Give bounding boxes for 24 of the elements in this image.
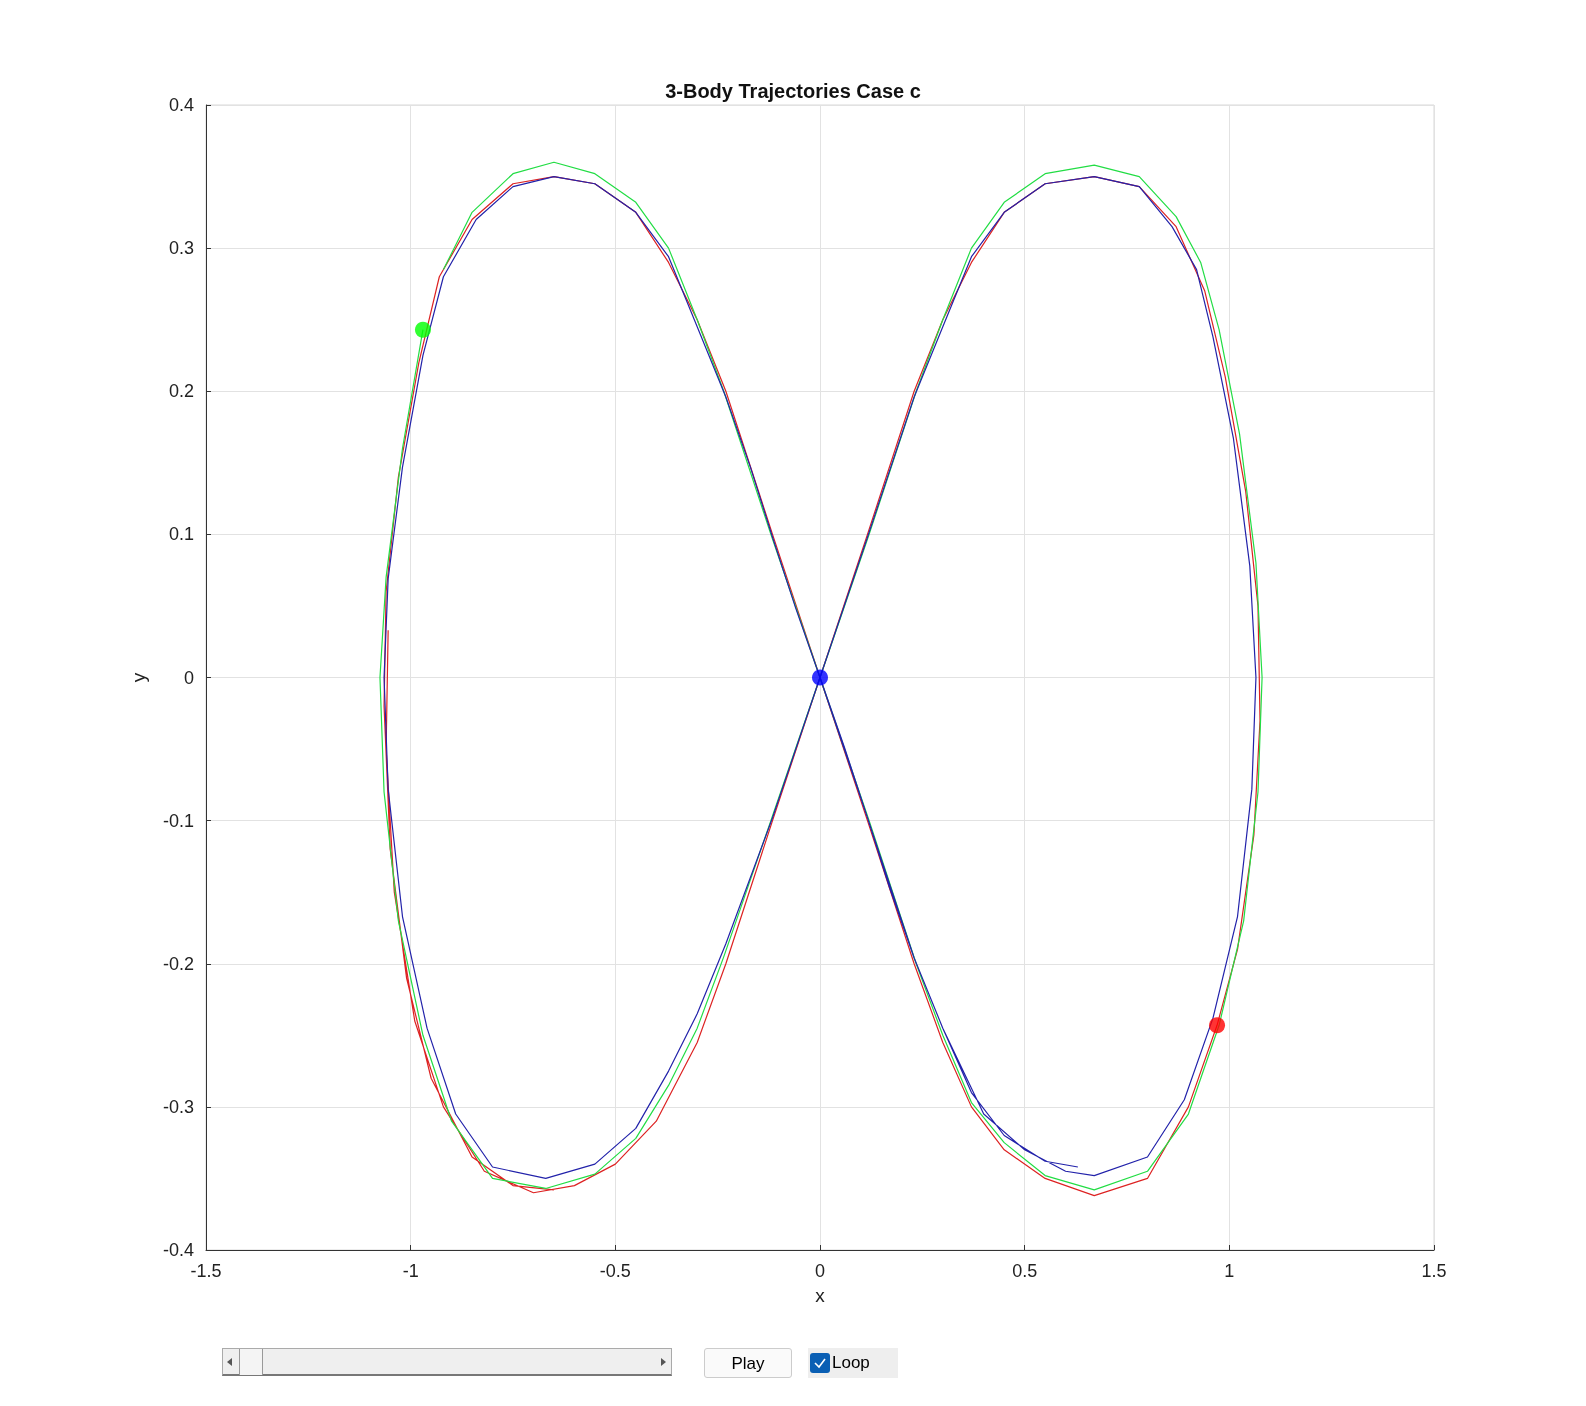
y-tick-label: -0.1: [162, 810, 194, 831]
x-tick-label: 1: [1224, 1261, 1235, 1281]
point: [1209, 1017, 1226, 1034]
y-tick-label: -0.2: [162, 953, 194, 974]
text: Loop: [832, 1352, 870, 1374]
y-tick-label: 0.3: [168, 238, 194, 259]
y-tick-label: 0.1: [168, 524, 194, 545]
text: Play: [704, 1348, 792, 1378]
x-tick-label: -1: [402, 1261, 419, 1281]
x-tick-label: 0: [814, 1261, 826, 1281]
chart-title: 3-Body Trajectories Case c: [665, 80, 921, 102]
y-tick-label: 0: [183, 667, 194, 688]
point: [414, 321, 431, 338]
y-axis-title: y: [128, 672, 149, 683]
y-tick-label: 0.4: [168, 95, 194, 115]
x-tick-label: -1.5: [190, 1261, 222, 1281]
y-tick-label: -0.3: [162, 1096, 194, 1117]
y-tick-label: -0.4: [162, 1240, 194, 1260]
point: [812, 669, 828, 686]
x-tick-label: 1.5: [1421, 1261, 1447, 1281]
y-tick-label: 0.2: [168, 381, 194, 402]
x-axis-title: x: [815, 1285, 826, 1306]
x-tick-label: -0.5: [599, 1261, 631, 1281]
x-tick-label: 0.5: [1012, 1261, 1038, 1281]
